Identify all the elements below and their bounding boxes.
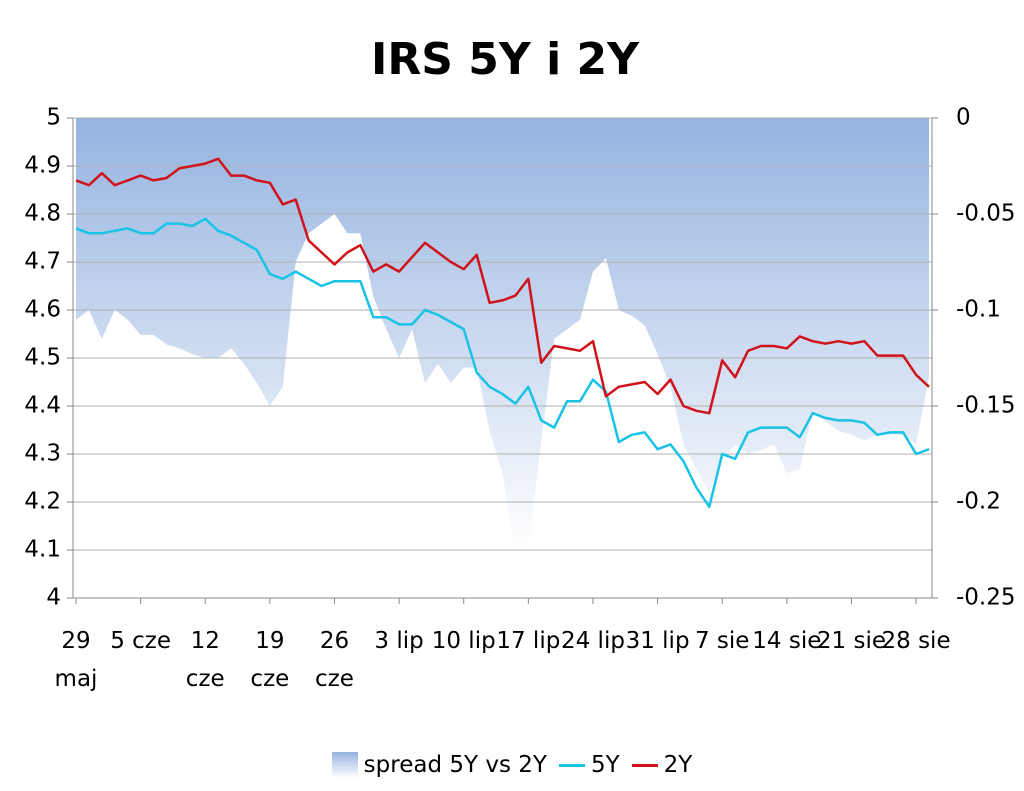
y-tick-label: 4.7 [24,249,61,275]
legend-item: spread 5Y vs 2Y [331,752,547,778]
area-layer [76,118,929,550]
x-tick-label: 31 lip [625,628,690,654]
legend-item: 5Y [558,752,620,778]
legend: spread 5Y vs 2Y 5Y 2Y [0,752,1024,778]
y2-tick-label: -0.1 [956,297,1001,323]
series-line [75,217,930,509]
x-tick-label: 29 maj [54,628,98,692]
legend-label: 5Y [590,752,620,778]
legend-label: 2Y [663,752,693,778]
y2-tick-label: -0.15 [956,393,1016,419]
x-tick-label: 14 sie [752,628,822,654]
y-tick-label: 5 [46,105,61,131]
x-tick-label: 10 lip [431,628,496,654]
x-tick-label: 26 cze [315,628,354,692]
legend-item: 2Y [631,752,693,778]
x-tick-label: 24 lip [560,628,625,654]
y-tick-label: 4.1 [24,537,61,563]
x-tick-label: 7 sie [694,628,750,654]
y-tick-label: 4.6 [24,297,61,323]
spread-area [76,118,929,550]
y-tick-label: 4 [46,585,61,611]
grid-layer [73,117,932,599]
chart-title: IRS 5Y i 2Y [371,34,640,85]
y-tick-label: 4.4 [24,393,61,419]
x-tick-label: 21 sie [816,628,886,654]
y-tick-label: 4.5 [24,345,61,371]
x-tick-label: 19 cze [250,628,290,692]
y-tick-label: 4.9 [24,153,61,179]
x-tick-label: 17 lip [496,628,561,654]
x-tick-label: 3 lip [374,628,424,654]
series-line [75,157,930,415]
x-tick-label: 12 cze [185,628,225,692]
x-tick-label: 5 cze [110,628,172,654]
y-tick-label: 4.2 [24,489,61,515]
y2-tick-label: -0.25 [956,585,1016,611]
legend-swatch [331,752,358,778]
legend-swatch [558,763,585,767]
legend-swatch [631,763,658,767]
legend-label: spread 5Y vs 2Y [363,752,547,778]
y-tick-label: 4.3 [24,441,61,467]
line-layer [75,157,930,509]
x-tick-label: 28 sie [881,628,951,654]
y2-tick-label: 0 [956,105,971,131]
y-tick-label: 4.8 [24,201,61,227]
y2-tick-label: -0.2 [956,489,1001,515]
y2-tick-label: -0.05 [956,201,1016,227]
